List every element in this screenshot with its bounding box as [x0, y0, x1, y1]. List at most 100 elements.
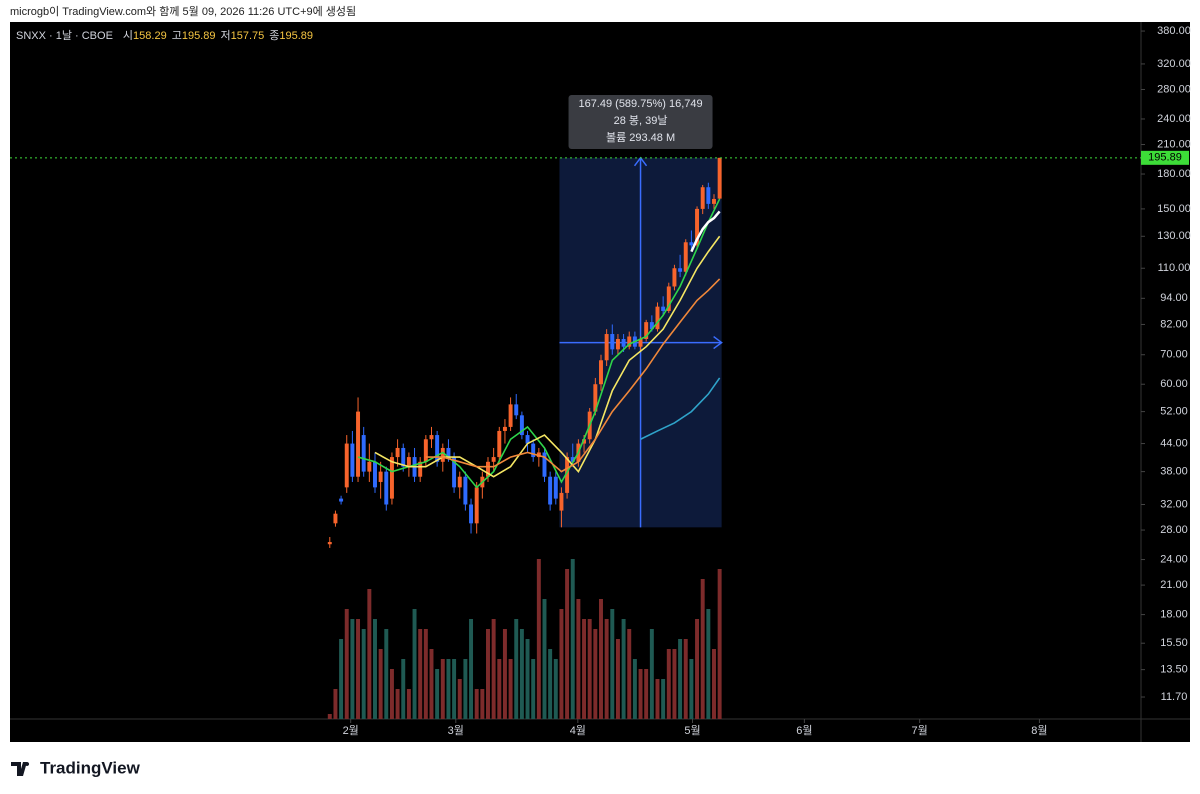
volume-bar	[452, 659, 457, 719]
volume-bar	[480, 689, 485, 719]
candle-body	[553, 476, 558, 499]
y-tick-label: 320.00	[1157, 58, 1191, 70]
volume-bar	[440, 659, 445, 719]
volume-bar	[418, 629, 423, 719]
candle-body	[621, 338, 626, 347]
volume-bar	[525, 639, 530, 719]
volume-bar	[666, 649, 671, 719]
volume-bar	[491, 619, 496, 719]
volume-bar	[327, 714, 332, 719]
volume-bar	[576, 599, 581, 719]
candle-body	[339, 498, 344, 502]
volume-bar	[361, 629, 366, 719]
volume-bar	[412, 609, 417, 719]
volume-bar	[582, 619, 587, 719]
candle-body	[604, 334, 609, 361]
volume-bar	[678, 639, 683, 719]
candle-body	[406, 457, 411, 467]
volume-bar	[610, 609, 615, 719]
y-tick-label: 82.00	[1160, 318, 1188, 330]
moving-average	[374, 235, 721, 478]
x-tick-label: 4월	[570, 724, 586, 737]
candle-body	[423, 439, 428, 462]
volume-bar	[700, 579, 705, 719]
volume-bar	[514, 619, 519, 719]
ohlc-label: 종	[269, 30, 279, 42]
candle-body	[378, 471, 383, 482]
ohlc-label: 고	[172, 30, 182, 42]
candle-body	[644, 322, 649, 339]
measure-arrow-head	[713, 335, 723, 350]
volume-bar	[712, 649, 716, 719]
candle-body	[327, 542, 332, 545]
volume-bar	[435, 669, 440, 719]
candle-body	[356, 411, 361, 477]
candle-body	[502, 426, 507, 431]
candle-body	[672, 268, 677, 287]
moving-average	[425, 278, 721, 473]
candle-body	[559, 492, 564, 511]
candle-body	[395, 447, 400, 458]
logo: TradingView	[11, 758, 141, 777]
candle-body	[514, 404, 519, 416]
volume-bar	[621, 619, 626, 719]
y-tick-label: 38.00	[1160, 466, 1188, 478]
y-tick-label: 70.00	[1160, 349, 1188, 361]
symbol-legend: SNXX · 1날 · CBOE 시158.29 고195.89 저157.75 종19…	[16, 29, 313, 42]
volume-bar	[689, 659, 694, 719]
y-tick-label: 13.50	[1160, 664, 1188, 676]
candle-body	[389, 457, 394, 499]
y-tick-label: 210.00	[1157, 138, 1191, 150]
volume-bar	[706, 609, 711, 719]
measure-label: 28 봉, 39날	[614, 114, 668, 127]
moving-average	[640, 377, 721, 440]
volume-bar	[457, 679, 462, 719]
volume-bar	[542, 599, 547, 719]
volume-bar	[344, 609, 349, 719]
candle-body	[548, 476, 553, 505]
volume-bar	[553, 659, 558, 719]
candle-body	[474, 487, 479, 524]
moving-average	[690, 210, 721, 253]
volume-bar	[502, 629, 507, 719]
candle-body	[683, 242, 688, 272]
ohlc-label: 저	[220, 29, 230, 42]
volume-bar	[593, 629, 598, 719]
volume-bar	[570, 559, 575, 719]
candle-body	[531, 443, 536, 458]
volume-bar	[644, 669, 649, 719]
y-tick-label: 21.00	[1160, 579, 1188, 591]
volume-bar	[384, 629, 389, 719]
candle-body	[344, 443, 349, 488]
y-tick-label: 94.00	[1160, 292, 1188, 304]
volume-bar	[356, 619, 361, 719]
y-tick-label: 11.70	[1161, 691, 1188, 703]
volume-bar	[333, 689, 338, 719]
candle-body	[661, 306, 666, 311]
y-tick-label: 32.00	[1160, 498, 1188, 510]
price-tag-label: 195.89	[1148, 152, 1182, 164]
x-tick-label: 5월	[684, 724, 700, 737]
x-tick-label: 3월	[448, 724, 464, 737]
candle-body	[497, 430, 502, 458]
candle-body	[463, 476, 468, 505]
volume-bar	[389, 669, 394, 719]
y-tick-label: 18.00	[1160, 608, 1188, 620]
volume-bar	[519, 629, 524, 719]
candle-body	[452, 457, 457, 488]
candle-body	[440, 447, 445, 462]
candle-body	[712, 198, 716, 204]
volume-bar	[661, 679, 666, 719]
candle-body	[570, 457, 575, 462]
candle-body	[717, 157, 722, 199]
volume-bar	[695, 619, 700, 719]
y-tick-label: 380.00	[1157, 25, 1191, 37]
candle-body	[491, 457, 496, 462]
candle-body	[361, 435, 366, 472]
volume-bar	[531, 659, 536, 719]
volume-bar	[474, 689, 479, 719]
candle-body	[655, 306, 660, 330]
candle-body	[367, 461, 372, 472]
volume-bar	[655, 679, 660, 719]
